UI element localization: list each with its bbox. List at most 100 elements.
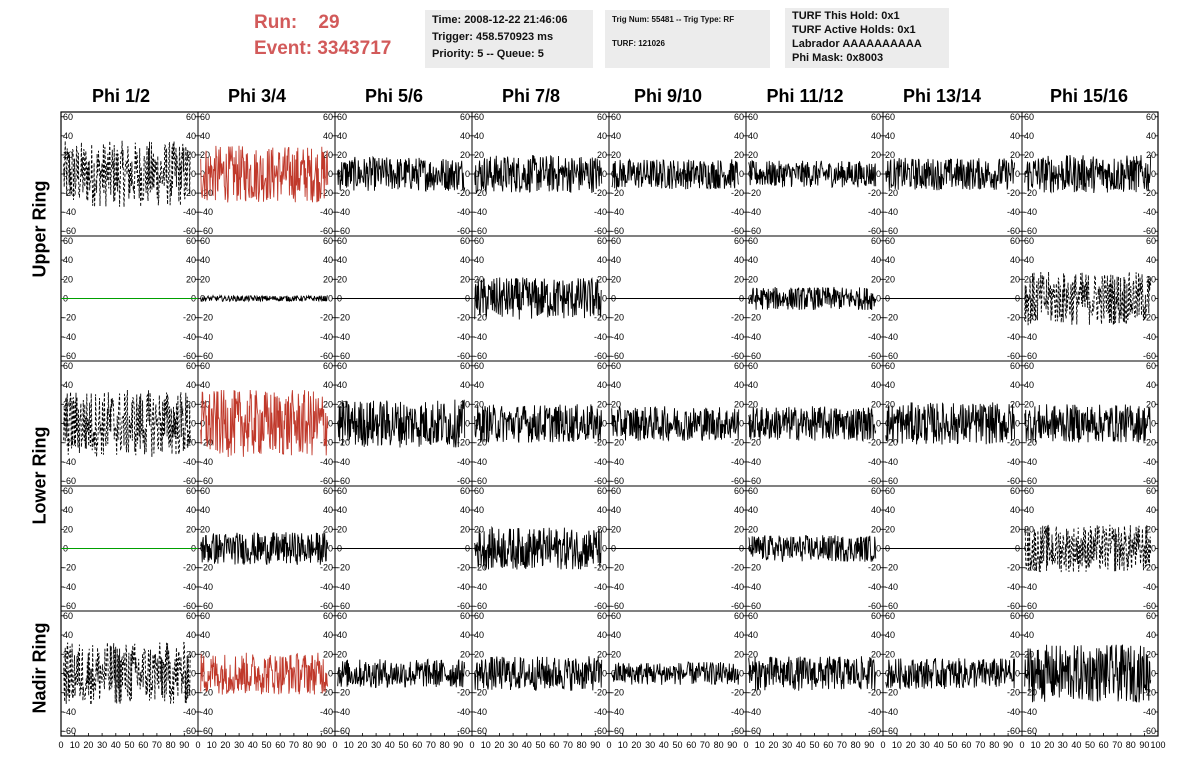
waveform-trace [474, 404, 603, 443]
y-tick-label-left: 20 [1024, 399, 1034, 409]
waveform-trace [1024, 644, 1152, 703]
y-tick-label-left: -40 [474, 457, 487, 467]
y-tick-label-right: -40 [457, 332, 470, 342]
y-tick-label-right: -60 [457, 476, 470, 486]
y-tick-label-right: -20 [457, 563, 470, 573]
y-tick-label-right: 60 [186, 361, 196, 371]
y-tick-label-right: 20 [1010, 399, 1020, 409]
y-tick-label-right: 60 [597, 236, 607, 246]
y-tick-label-left: 40 [885, 131, 895, 141]
x-tick-label: 10 [207, 740, 217, 750]
x-tick-label: 0 [469, 740, 474, 750]
y-tick-label-right: -40 [183, 457, 196, 467]
y-tick-label-right: -20 [1143, 313, 1156, 323]
y-tick-label-left: -40 [748, 582, 761, 592]
y-tick-label-left: 40 [200, 505, 210, 515]
y-tick-label-left: -20 [1024, 438, 1037, 448]
y-tick-label-right: -60 [731, 351, 744, 361]
y-tick-label-right: 20 [186, 150, 196, 160]
y-tick-label-left: -40 [748, 457, 761, 467]
x-tick-label: 50 [535, 740, 545, 750]
y-tick-label-left: 20 [1024, 649, 1034, 659]
waveform-trace [748, 656, 877, 691]
y-tick-label-right: 20 [460, 150, 470, 160]
y-tick-label-right: 20 [323, 274, 333, 284]
y-tick-label-left: 20 [611, 399, 621, 409]
x-tick-label: 0 [58, 740, 63, 750]
x-tick-label: 40 [111, 740, 121, 750]
y-tick-label-right: 40 [460, 630, 470, 640]
y-tick-label-right: -20 [1007, 188, 1020, 198]
x-tick-label: 80 [851, 740, 861, 750]
time-line: Time: 2008-12-22 21:46:06 [432, 14, 568, 26]
y-tick-label-right: 20 [1010, 150, 1020, 160]
y-tick-label-right: 60 [871, 361, 881, 371]
y-tick-label-left: 40 [200, 131, 210, 141]
y-tick-label-left: -60 [611, 226, 624, 236]
y-tick-label-right: -60 [731, 726, 744, 736]
y-tick-label-right: 20 [460, 524, 470, 534]
y-tick-label-right: 0 [328, 294, 333, 304]
y-tick-label-left: 60 [885, 361, 895, 371]
priority-line: Priority: 5 -- Queue: 5 [432, 48, 544, 60]
y-tick-label-right: 40 [1146, 131, 1156, 141]
y-tick-label-right: -20 [594, 563, 607, 573]
x-tick-label: 50 [1085, 740, 1095, 750]
y-tick-label-right: 60 [186, 611, 196, 621]
waveform-trace [611, 661, 740, 685]
y-tick-label-left: -60 [748, 351, 761, 361]
y-tick-label-left: 60 [885, 236, 895, 246]
y-tick-label-left: -40 [1024, 207, 1037, 217]
y-tick-label-right: -20 [594, 688, 607, 698]
waveform-trace [474, 277, 602, 320]
y-tick-label-right: 60 [460, 236, 470, 246]
y-tick-label-right: -60 [868, 476, 881, 486]
y-tick-label-right: -40 [183, 582, 196, 592]
y-tick-label-left: -20 [1024, 188, 1037, 198]
y-tick-label-left: -60 [885, 726, 898, 736]
x-tick-label: 90 [179, 740, 189, 750]
x-tick-label: 80 [166, 740, 176, 750]
y-tick-label-left: 40 [63, 505, 73, 515]
y-tick-label-left: 60 [63, 611, 73, 621]
y-tick-label-right: 40 [186, 255, 196, 265]
y-tick-label-left: 0 [1024, 669, 1029, 679]
y-tick-label-right: -60 [1007, 601, 1020, 611]
y-tick-label-left: 40 [748, 131, 758, 141]
y-tick-label-left: 20 [63, 649, 73, 659]
trig-num-line: Trig Num: 55481 -- Trig Type: RF [612, 15, 735, 24]
y-tick-label-left: 20 [748, 649, 758, 659]
y-tick-label-left: -40 [1024, 332, 1037, 342]
y-tick-label-right: -40 [594, 582, 607, 592]
y-tick-label-right: 0 [1151, 544, 1156, 554]
x-tick-label: 100 [1150, 740, 1165, 750]
y-tick-label-left: -60 [474, 601, 487, 611]
y-tick-label-left: -40 [200, 332, 213, 342]
y-tick-label-right: 60 [871, 236, 881, 246]
x-tick-label: 50 [398, 740, 408, 750]
y-tick-label-left: -60 [63, 226, 76, 236]
y-tick-label-left: 60 [337, 361, 347, 371]
waveform-trace [748, 406, 877, 443]
y-tick-label-left: 20 [63, 150, 73, 160]
y-tick-label-right: 60 [323, 361, 333, 371]
y-tick-label-left: -60 [474, 351, 487, 361]
y-tick-label-left: 20 [63, 399, 73, 409]
y-tick-label-left: -60 [1024, 726, 1037, 736]
y-tick-label-right: -60 [183, 226, 196, 236]
y-tick-label-right: 40 [871, 255, 881, 265]
waveform-trace [748, 286, 877, 311]
y-tick-label-left: -60 [1024, 351, 1037, 361]
x-tick-label: 20 [906, 740, 916, 750]
y-tick-label-right: 40 [597, 255, 607, 265]
x-tick-label: 40 [796, 740, 806, 750]
y-tick-label-left: -20 [748, 688, 761, 698]
x-tick-label: 50 [124, 740, 134, 750]
y-tick-label-left: 60 [1024, 611, 1034, 621]
y-tick-label-right: 60 [1146, 611, 1156, 621]
y-tick-label-right: 60 [1146, 486, 1156, 496]
x-tick-label: 40 [659, 740, 669, 750]
x-tick-label: 90 [1139, 740, 1149, 750]
y-tick-label-right: 40 [1146, 255, 1156, 265]
y-tick-label-right: 40 [460, 131, 470, 141]
